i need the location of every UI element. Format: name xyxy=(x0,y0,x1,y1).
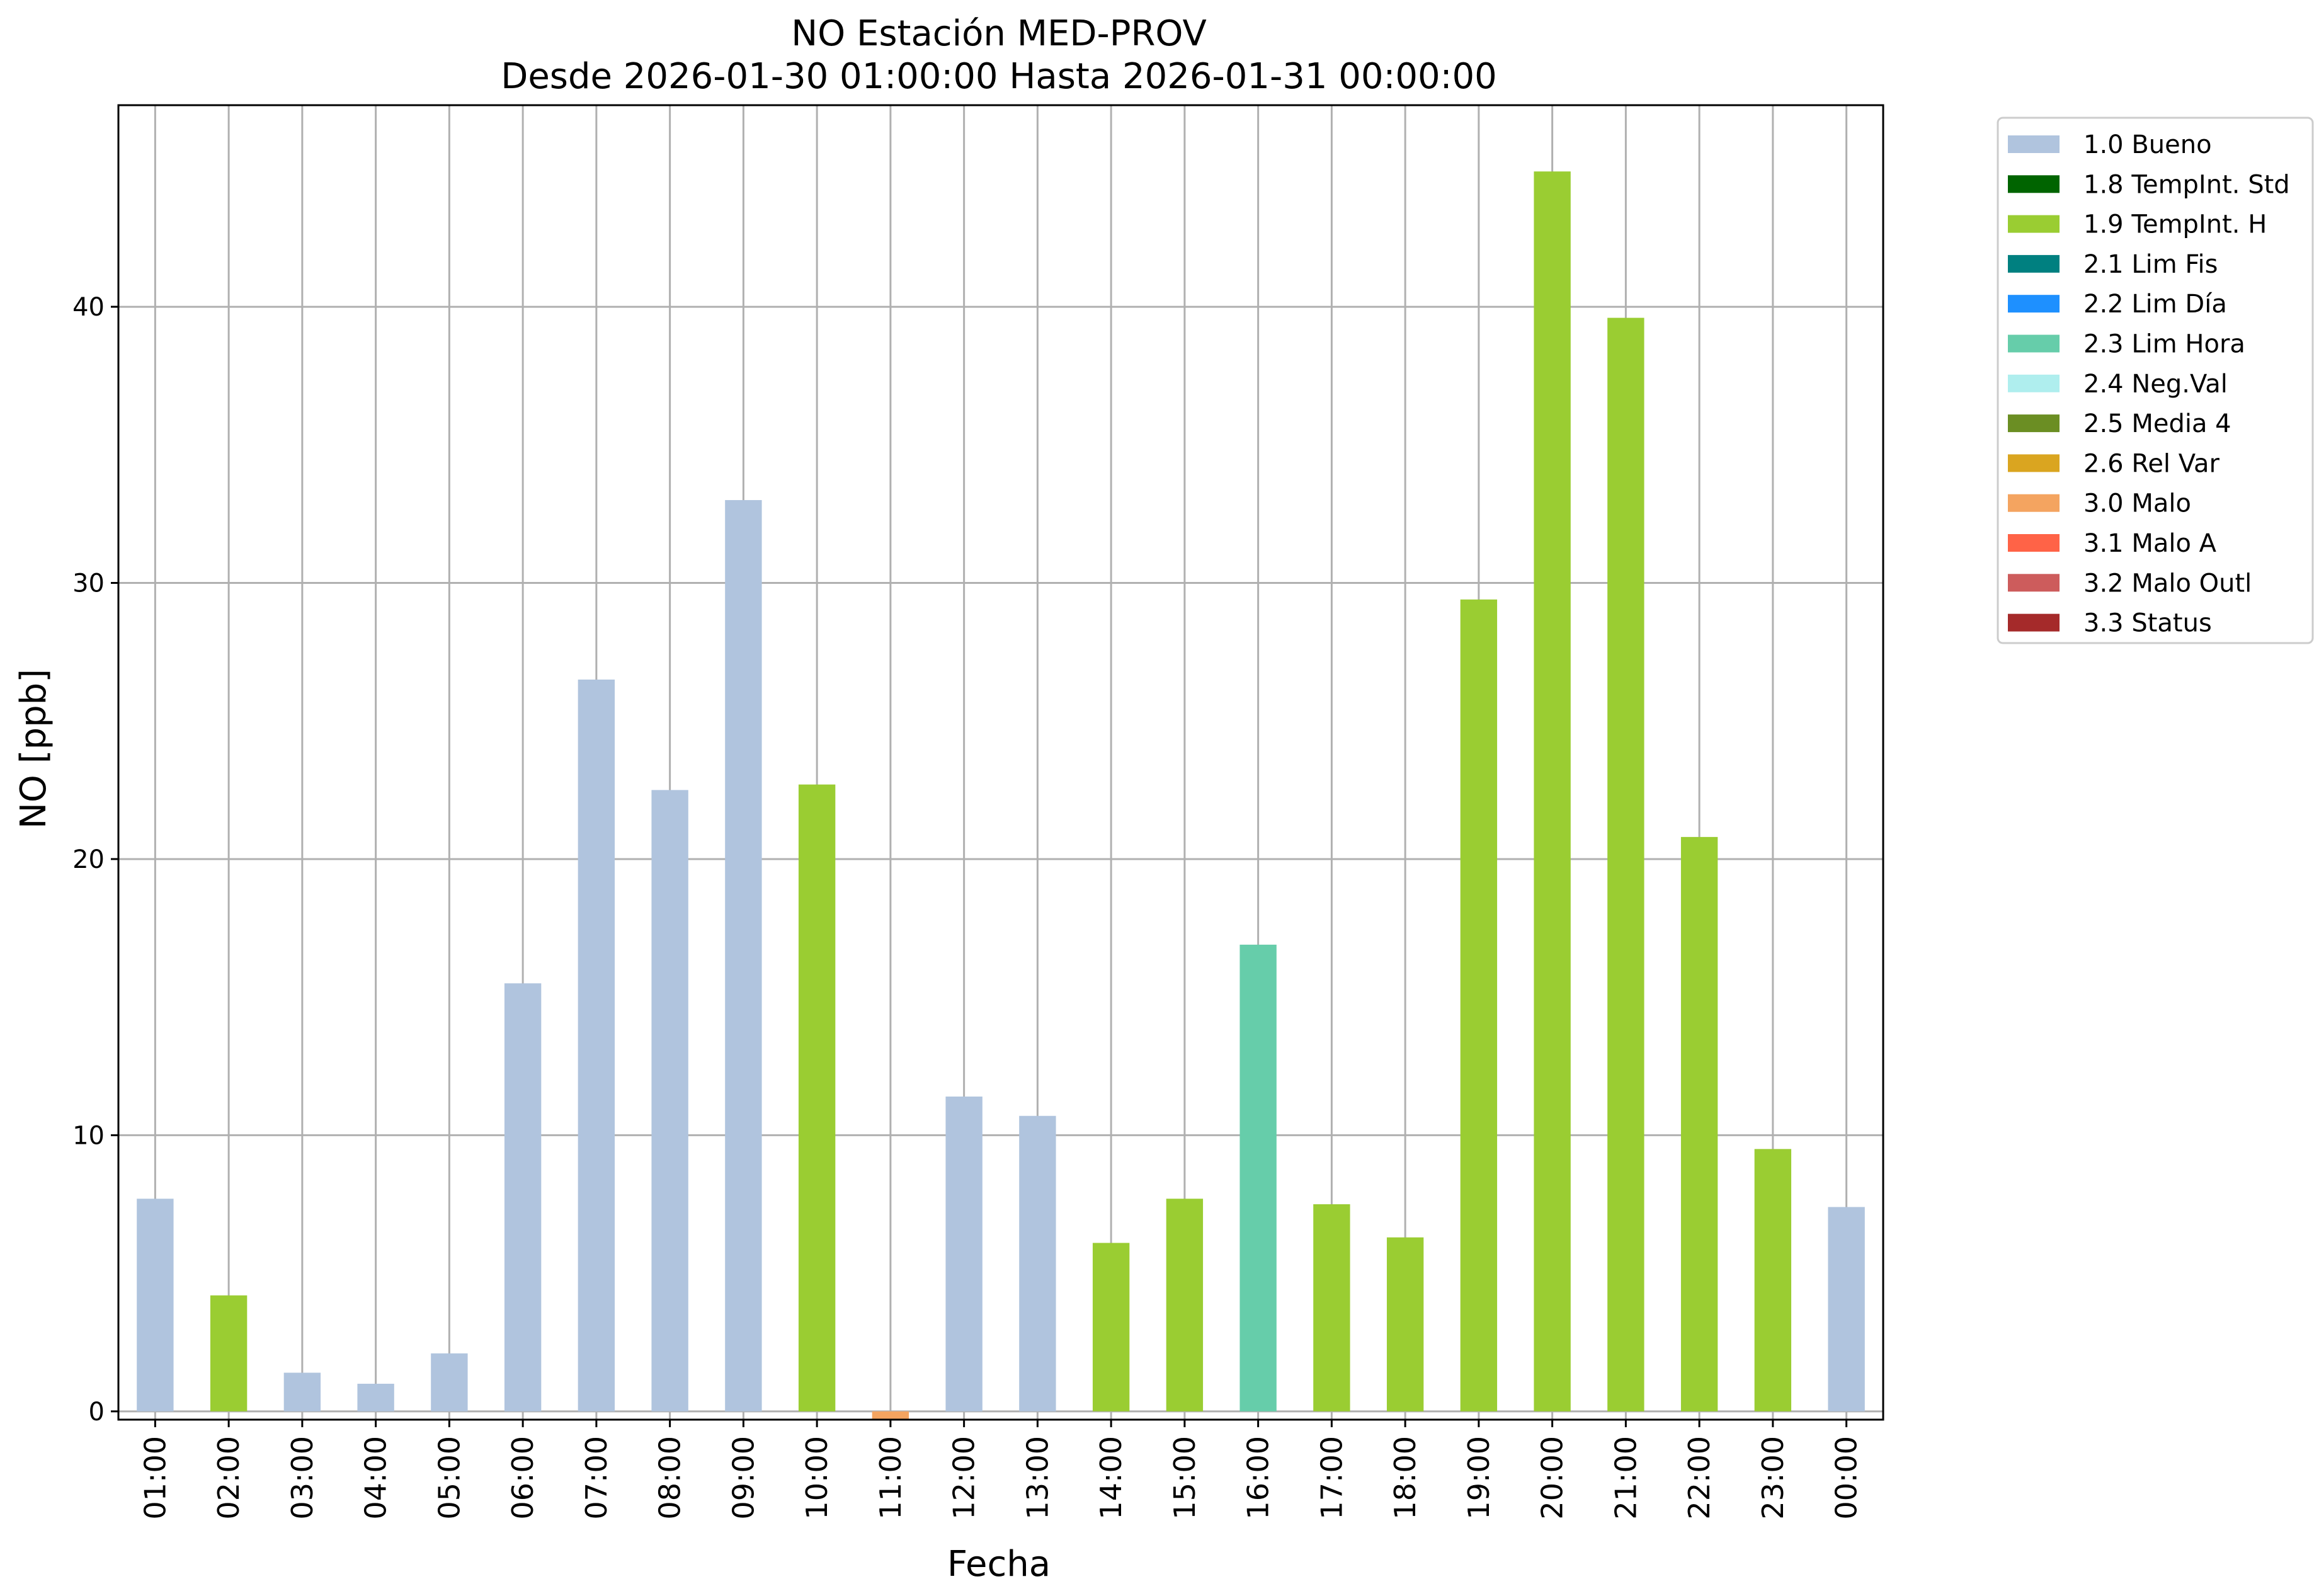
x-tick-label: 03:00 xyxy=(285,1436,319,1520)
legend-label: 3.1 Malo A xyxy=(2083,529,2217,558)
bar-1800 xyxy=(1386,1237,1424,1411)
bar-2300 xyxy=(1754,1149,1792,1411)
x-tick-label: 10:00 xyxy=(800,1436,834,1520)
bar-1000 xyxy=(798,784,836,1411)
bar-0100 xyxy=(137,1199,174,1411)
legend-label: 3.3 Status xyxy=(2083,609,2212,638)
bar-1300 xyxy=(1019,1115,1056,1411)
y-tick-label: 0 xyxy=(89,1398,105,1427)
x-tick-label: 12:00 xyxy=(947,1436,981,1520)
legend-label: 2.1 Lim Fis xyxy=(2083,250,2218,279)
bar-0900 xyxy=(725,499,762,1411)
x-axis-label: Fecha xyxy=(947,1544,1051,1585)
legend-box xyxy=(1997,117,2314,644)
legend-swatch xyxy=(2008,534,2060,552)
x-tick-label: 06:00 xyxy=(506,1436,540,1520)
legend-swatch xyxy=(2008,613,2060,632)
legend: 1.0 Bueno 1.8 TempInt. Std 1.9 TempInt. H 2… xyxy=(1997,117,2314,644)
bar-2000 xyxy=(1534,171,1571,1411)
x-tick-label: 13:00 xyxy=(1020,1436,1054,1520)
bar-1100 xyxy=(872,1411,909,1420)
legend-label: 3.2 Malo Outl xyxy=(2083,569,2252,598)
x-tick-label: 21:00 xyxy=(1609,1436,1643,1520)
y-tick-label: 20 xyxy=(72,845,105,874)
legend-label: 3.0 Malo xyxy=(2083,489,2191,518)
bar-0000 xyxy=(1828,1207,1865,1411)
legend-swatch xyxy=(2008,574,2060,592)
x-tick-label: 17:00 xyxy=(1314,1436,1348,1520)
bar-2100 xyxy=(1607,317,1644,1411)
legend-swatch xyxy=(2008,414,2060,433)
plot-frame xyxy=(117,104,1884,1421)
x-tick-label: 14:00 xyxy=(1094,1436,1128,1520)
legend-label: 2.3 Lim Hora xyxy=(2083,330,2245,359)
y-axis-label: NO [ppb] xyxy=(13,669,54,829)
bar-1900 xyxy=(1460,599,1498,1411)
bar-0300 xyxy=(283,1372,321,1411)
x-tick-label: 07:00 xyxy=(579,1436,613,1520)
legend-swatch xyxy=(2008,135,2060,153)
bar-1200 xyxy=(945,1097,983,1411)
bar-0600 xyxy=(504,983,542,1411)
x-tick-label: 09:00 xyxy=(726,1436,760,1520)
x-tick-label: 18:00 xyxy=(1388,1436,1422,1520)
chart-subtitle: Desde 2026-01-30 01:00:00 Hasta 2026-01-… xyxy=(501,56,1497,97)
x-tick-label: 15:00 xyxy=(1168,1436,1202,1520)
legend-label: 1.0 Bueno xyxy=(2083,130,2212,159)
x-tick-label: 19:00 xyxy=(1462,1436,1496,1520)
legend-swatch xyxy=(2008,254,2060,273)
x-tick-label: 22:00 xyxy=(1682,1436,1716,1520)
bar-0800 xyxy=(651,790,688,1411)
x-tick-label: 05:00 xyxy=(432,1436,466,1520)
bar-1400 xyxy=(1092,1243,1130,1411)
legend-swatch xyxy=(2008,454,2060,472)
legend-label: 2.4 Neg.Val xyxy=(2083,370,2228,399)
x-tick-label: 00:00 xyxy=(1830,1436,1864,1520)
legend-label: 1.8 TempInt. Std xyxy=(2083,170,2290,199)
legend-swatch xyxy=(2008,175,2060,193)
x-tick-label: 23:00 xyxy=(1756,1436,1790,1520)
x-tick-label: 11:00 xyxy=(874,1436,908,1520)
y-tick-label: 40 xyxy=(72,293,105,322)
legend-swatch xyxy=(2008,215,2060,233)
bar-2200 xyxy=(1680,836,1718,1411)
x-tick-label: 16:00 xyxy=(1241,1436,1275,1520)
legend-label: 2.5 Media 4 xyxy=(2083,409,2231,438)
plot-area: 0 10 20 30 40 01:00 02:00 03:00 04:00 05:00 06:00 0… xyxy=(72,104,1884,1520)
bar-0500 xyxy=(431,1353,468,1411)
x-tick-label: 20:00 xyxy=(1536,1436,1570,1520)
bar-1500 xyxy=(1166,1199,1204,1411)
x-tick-label: 01:00 xyxy=(138,1436,172,1520)
bar-1700 xyxy=(1313,1204,1350,1411)
legend-swatch xyxy=(2008,494,2060,512)
x-tick-label: 02:00 xyxy=(212,1436,246,1520)
bar-1600 xyxy=(1239,944,1277,1411)
legend-swatch xyxy=(2008,374,2060,392)
x-tick-label: 04:00 xyxy=(359,1436,393,1520)
y-tick-label: 30 xyxy=(72,569,105,598)
bar-0200 xyxy=(210,1295,248,1411)
legend-label: 2.2 Lim Día xyxy=(2083,290,2227,319)
chart-title: NO Estación MED-PROV xyxy=(791,13,1207,54)
legend-label: 1.9 TempInt. H xyxy=(2083,210,2267,239)
bar-0400 xyxy=(357,1384,394,1411)
legend-label: 2.6 Rel Var xyxy=(2083,449,2220,478)
legend-swatch xyxy=(2008,334,2060,353)
bar-0700 xyxy=(578,679,615,1411)
legend-swatch xyxy=(2008,295,2060,313)
y-tick-label: 10 xyxy=(72,1121,105,1150)
x-tick-label: 08:00 xyxy=(653,1436,687,1520)
